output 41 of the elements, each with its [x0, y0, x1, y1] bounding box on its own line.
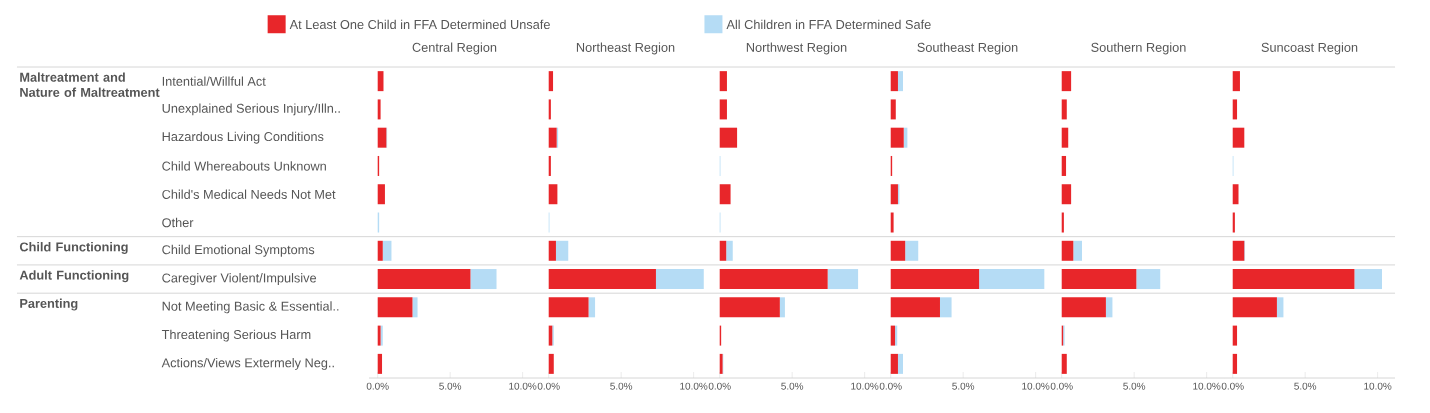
text: Child Functioning — [19, 242, 128, 254]
chart-title: Southeast Region — [917, 42, 1018, 55]
x-tick-label: 0.0% — [1221, 382, 1244, 390]
y-tick-label: Caregiver Violent/Impulsive — [162, 273, 317, 286]
legend-label: At Least One Child in FFA Determined Unsafe — [289, 19, 550, 30]
y-tick-label: Threatening Serious Harm — [161, 329, 311, 342]
y-tick-label: Other — [162, 217, 194, 228]
x-tick-label: 10.0% — [1022, 382, 1050, 390]
y-tick-label: Child Emotional Symptoms — [162, 244, 315, 257]
chart-title: Central Region — [412, 42, 497, 55]
x-tick-label: 5.0% — [1294, 382, 1317, 390]
x-tick-label: 10.0% — [851, 382, 879, 390]
chart-title: Northwest Region — [746, 42, 847, 55]
y-tick-label: Actions/Views Extermely Neg.. — [161, 357, 334, 370]
x-tick-label: 5.0% — [439, 382, 462, 390]
x-tick-label: 5.0% — [610, 382, 633, 390]
x-tick-label: 0.0% — [366, 382, 389, 390]
y-tick-label: Intential/Willful Act — [162, 76, 266, 86]
x-tick-label: 5.0% — [952, 382, 975, 390]
chart-title: Suncoast Region — [1261, 42, 1358, 55]
x-tick-label: 0.0% — [537, 382, 560, 390]
x-tick-label: 10.0% — [509, 382, 537, 390]
y-tick-label: Child's Medical Needs Not Met — [162, 189, 336, 199]
chart-title: Southern Region — [1091, 42, 1186, 55]
text: Parenting — [20, 298, 78, 311]
legend-label: All Children in FFA Determined Safe — [726, 19, 931, 30]
x-tick-label: 5.0% — [781, 382, 804, 390]
y-tick-label: Unexplained Serious Injury/Illn.. — [162, 103, 340, 116]
y-tick-label: Not Meeting Basic & Essential.. — [162, 301, 339, 314]
text: Maltreatment and Nature of Maltreatment — [20, 72, 160, 97]
chart-title: Northeast Region — [576, 42, 675, 55]
y-tick-label: Hazardous Living Conditions — [162, 131, 324, 144]
x-tick-label: 0.0% — [1050, 382, 1073, 390]
x-tick-label: 5.0% — [1123, 382, 1146, 390]
x-tick-label: 0.0% — [879, 382, 902, 390]
x-tick-label: 10.0% — [680, 382, 708, 390]
x-tick-label: 10.0% — [1193, 382, 1221, 390]
x-tick-label: 0.0% — [708, 382, 731, 390]
text: Adult Functioning — [19, 270, 129, 283]
y-tick-label: Child Whereabouts Unknown — [162, 161, 326, 171]
x-tick-label: 10.0% — [1364, 382, 1392, 390]
